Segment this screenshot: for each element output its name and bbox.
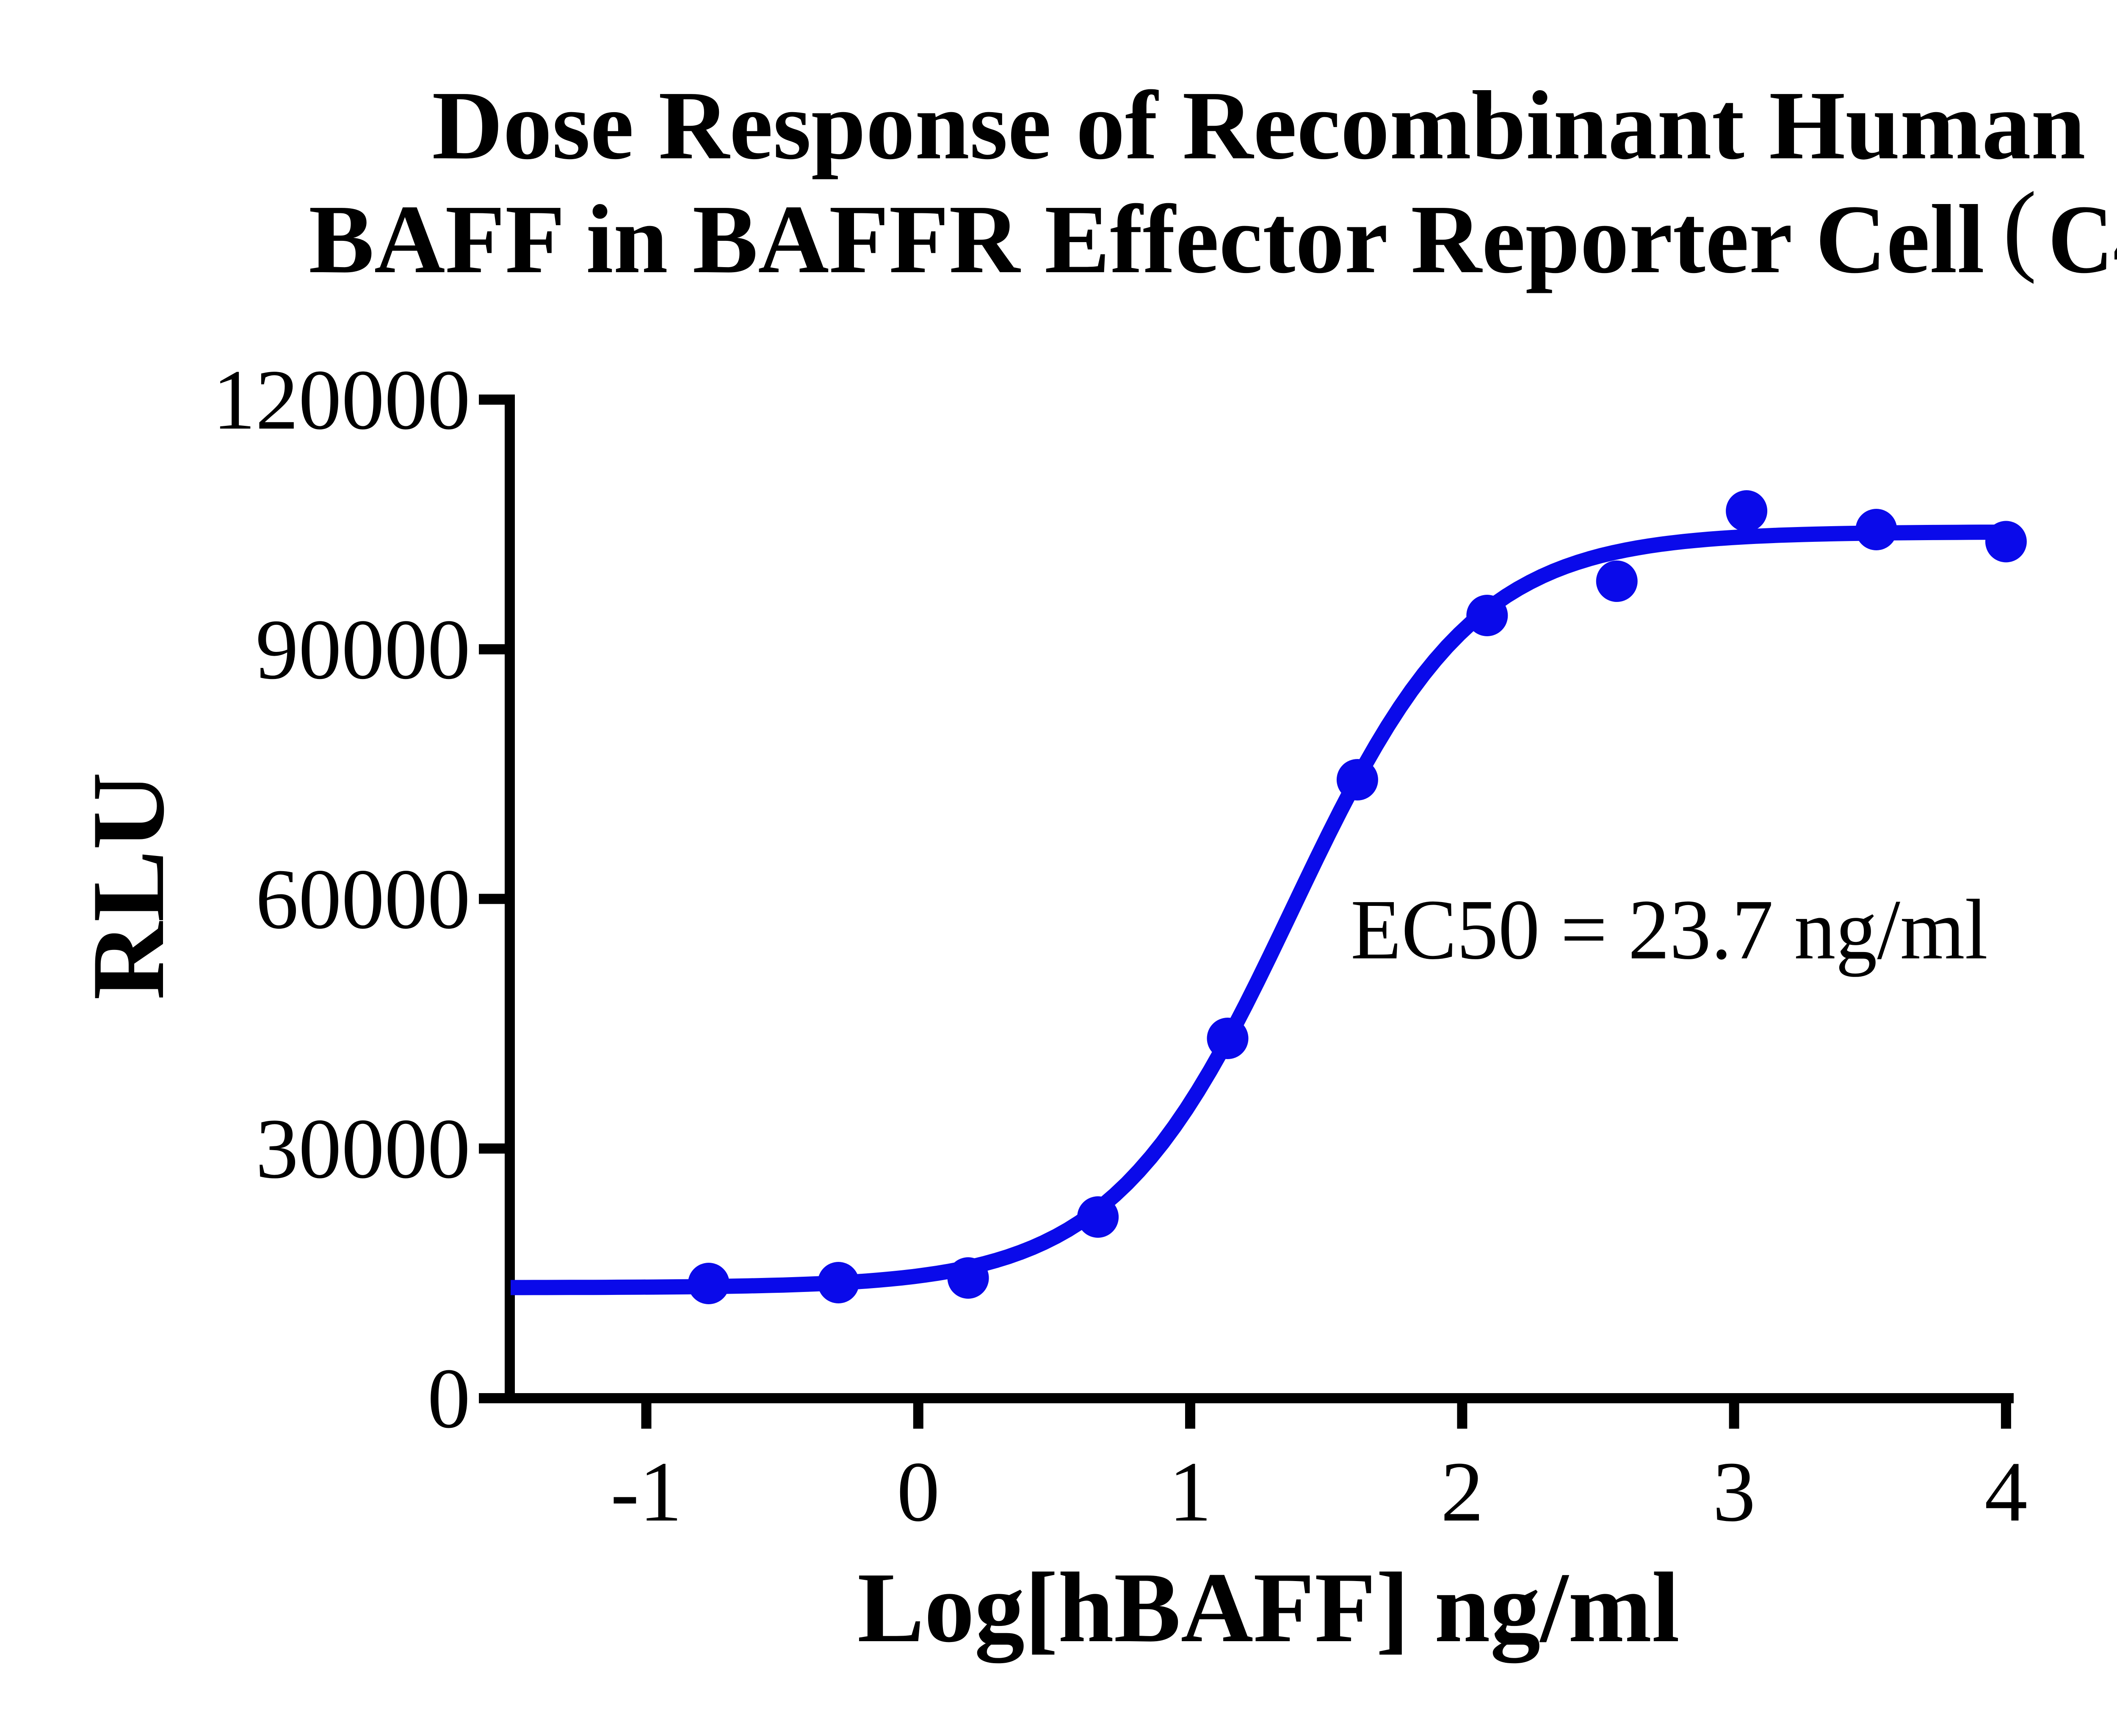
- svg-text:BAFF in BAFFR Effector Reporte: BAFF in BAFFR Effector Reporter Cell: [309, 185, 1984, 294]
- svg-text:3: 3: [1713, 1444, 1756, 1539]
- svg-text:(: (: [2003, 171, 2037, 284]
- svg-text:1: 1: [1169, 1444, 1212, 1539]
- svg-text:2: 2: [1441, 1444, 1484, 1539]
- svg-text:0: 0: [897, 1444, 940, 1539]
- svg-text:C4: C4: [2048, 185, 2117, 294]
- svg-text:RLU: RLU: [71, 772, 186, 1000]
- svg-text:Log[hBAFF] ng/ml: Log[hBAFF] ng/ml: [857, 1552, 1680, 1663]
- svg-text:4: 4: [1984, 1444, 2028, 1539]
- svg-text:90000: 90000: [256, 602, 471, 697]
- svg-text:30000: 30000: [256, 1101, 471, 1196]
- svg-text:120000: 120000: [213, 352, 470, 447]
- svg-text:0: 0: [428, 1351, 471, 1446]
- svg-text:-1: -1: [611, 1444, 682, 1539]
- svg-text:60000: 60000: [256, 851, 471, 947]
- svg-text:EC50 = 23.7 ng/ml: EC50 = 23.7 ng/ml: [1351, 882, 1988, 977]
- svg-text:Dose Response of Recombinant H: Dose Response of Recombinant Human: [432, 71, 2085, 180]
